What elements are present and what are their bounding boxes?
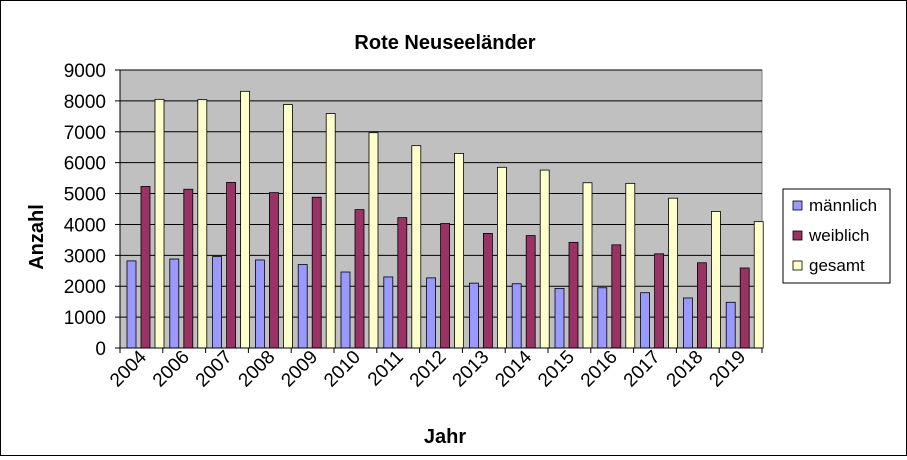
- y-tick-label: 3000: [64, 246, 106, 267]
- bar-gesamt-2011: [411, 145, 422, 349]
- bar-gesamt-2009: [325, 113, 336, 349]
- bar-gesamt-2014: [539, 169, 550, 349]
- x-tick-label: 2007: [192, 347, 237, 392]
- bar-männlich-2011: [383, 276, 394, 349]
- x-tick-label: 2019: [705, 347, 750, 392]
- legend-label: männlich: [809, 196, 877, 215]
- legend-swatch-männlich: [792, 200, 803, 211]
- bar-weiblich-2014: [525, 235, 536, 349]
- bar-männlich-2016: [597, 287, 608, 349]
- bar-männlich-2004: [126, 260, 137, 349]
- bar-gesamt-2019: [753, 221, 764, 349]
- x-tick-label: 2014: [491, 346, 536, 391]
- y-tick-label: 0: [95, 339, 106, 360]
- bars: [126, 90, 764, 349]
- bar-gesamt-2010: [368, 132, 379, 349]
- y-tick-label: 2000: [64, 277, 106, 298]
- y-tick-label: 5000: [64, 185, 106, 206]
- bar-weiblich-2016: [611, 244, 622, 349]
- bar-gesamt-2012: [454, 152, 465, 349]
- bar-weiblich-2004: [140, 186, 151, 349]
- bar-weiblich-2007: [226, 182, 237, 349]
- chart-title: Rote Neuseeländer: [354, 32, 535, 54]
- bar-männlich-2007: [212, 256, 223, 349]
- bar-männlich-2013: [468, 282, 479, 349]
- bar-weiblich-2019: [739, 267, 750, 349]
- bar-männlich-2015: [554, 287, 565, 349]
- bar-weiblich-2013: [482, 233, 493, 349]
- bar-männlich-2010: [340, 271, 351, 349]
- y-axis-label: Anzahl: [26, 204, 48, 270]
- bar-weiblich-2017: [654, 253, 664, 349]
- bar-gesamt-2006: [197, 99, 208, 349]
- bar-gesamt-2015: [582, 182, 593, 349]
- y-tick-label: 4000: [64, 215, 106, 236]
- bar-weiblich-2018: [697, 262, 707, 349]
- y-tick-label: 1000: [64, 308, 106, 329]
- x-tick-label: 2016: [577, 347, 622, 392]
- x-tick-label: 2006: [149, 347, 194, 392]
- bar-männlich-2017: [640, 292, 650, 349]
- bar-weiblich-2009: [311, 196, 322, 349]
- bar-gesamt-2018: [711, 211, 721, 349]
- x-tick-label: 2017: [620, 347, 665, 392]
- y-tick-label: 9000: [64, 61, 106, 82]
- bar-weiblich-2010: [354, 209, 365, 349]
- bar-weiblich-2015: [568, 241, 579, 349]
- y-tick-label: 6000: [64, 154, 106, 175]
- bar-gesamt-2016: [625, 182, 636, 349]
- bar-gesamt-2013: [496, 166, 507, 349]
- bar-männlich-2008: [254, 259, 265, 349]
- y-tick-label: 7000: [64, 123, 106, 144]
- legend: männlich weiblich gesamt: [782, 188, 891, 284]
- legend-label: gesamt: [809, 256, 865, 275]
- bar-gesamt-2004: [154, 98, 165, 349]
- bar-gesamt-2008: [282, 104, 293, 349]
- x-tick-label: 2018: [663, 347, 708, 392]
- legend-swatch-weiblich: [792, 230, 803, 241]
- bar-männlich-2012: [426, 277, 437, 349]
- x-tick-label: 2012: [406, 347, 451, 392]
- x-tick-label: 2009: [277, 347, 322, 392]
- y-tick-labels: 0 1000 2000 3000 4000 5000 6000 7000 8000 9000: [64, 61, 120, 360]
- bar-männlich-2014: [511, 283, 522, 349]
- x-tick-label: 2013: [449, 347, 494, 392]
- x-axis-label: Jahr: [424, 426, 466, 448]
- bar-männlich-2009: [297, 264, 308, 349]
- bar-weiblich-2006: [183, 188, 194, 349]
- bar-gesamt-2017: [668, 197, 678, 349]
- bar-männlich-2019: [725, 301, 736, 349]
- bar-männlich-2006: [169, 258, 180, 349]
- legend-swatch-gesamt: [792, 260, 803, 271]
- bar-weiblich-2011: [397, 217, 408, 349]
- bar-weiblich-2012: [440, 223, 451, 349]
- x-tick-label: 2011: [364, 347, 408, 391]
- bar-weiblich-2008: [268, 192, 279, 349]
- axes: [119, 70, 762, 349]
- y-tick-label: 8000: [64, 92, 106, 113]
- x-tick-label: 2015: [534, 347, 579, 392]
- bar-männlich-2018: [683, 297, 693, 349]
- x-tick-label: 2010: [320, 347, 365, 392]
- legend-label: weiblich: [808, 226, 869, 245]
- x-tick-label: 2004: [106, 346, 151, 391]
- x-tick-label: 2008: [235, 347, 280, 392]
- bar-gesamt-2007: [240, 90, 251, 349]
